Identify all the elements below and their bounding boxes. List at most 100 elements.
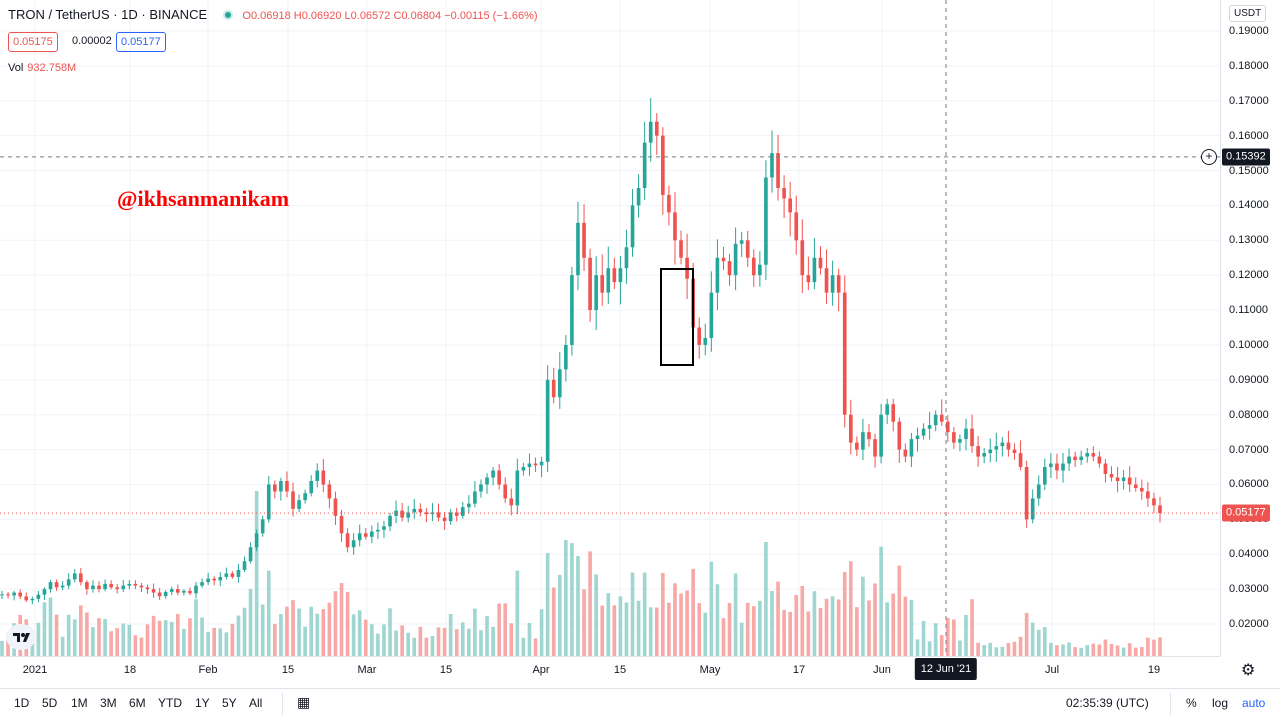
candle-body [194, 585, 198, 594]
volume-bar [351, 614, 356, 656]
candle-body [824, 268, 829, 293]
time-axis[interactable]: 2021 18 Feb 15 Mar 15 Apr 15 May 17 Jun Jul 19 [0, 656, 1220, 683]
volume-bar [485, 616, 489, 656]
candle-body [315, 470, 320, 481]
timeframe-all[interactable]: All [249, 696, 263, 710]
candle-body [1109, 474, 1114, 478]
timeframe-3m[interactable]: 3M [100, 696, 117, 710]
percent-toggle[interactable]: % [1186, 696, 1197, 710]
candle-body [800, 240, 805, 276]
bottom-toolbar: 1D 5D 1M 3M 6M YTD 1Y 5Y All ▦ 02:35:39 … [0, 688, 1280, 721]
candle-body [370, 531, 374, 537]
volume-bar [697, 603, 702, 656]
candlestick-chart[interactable] [0, 0, 1220, 656]
candle-body [933, 414, 938, 426]
price-tick-label: 0.11000 [1229, 304, 1268, 317]
timeframe-ytd[interactable]: YTD [158, 696, 182, 710]
volume-bar [169, 621, 174, 656]
candle-body [163, 591, 168, 597]
candle-body [218, 576, 223, 581]
volume-bar [109, 631, 113, 656]
crosshair-price-tag: 0.15392 [1222, 148, 1270, 166]
volume-bar [139, 637, 144, 656]
candle-body [309, 480, 314, 494]
candle-body [224, 573, 229, 577]
add-alert-plus-icon[interactable]: + [1201, 149, 1217, 165]
volume-bar [376, 633, 380, 656]
volume-bar [497, 603, 501, 656]
time-tick-label: Apr [532, 664, 550, 676]
volume-bar [964, 614, 968, 656]
volume-bar [188, 618, 192, 656]
volume-bar [861, 576, 865, 656]
candle-body [782, 187, 786, 199]
candle-body [1024, 467, 1029, 520]
volume-label: Vol [8, 62, 24, 74]
candle-body [594, 275, 598, 311]
timeframe-6m[interactable]: 6M [129, 696, 146, 710]
candle-body [357, 533, 362, 541]
candle-body [85, 582, 89, 590]
timeframe-1m[interactable]: 1M [71, 696, 88, 710]
bid-price-box[interactable]: 0.05175 [8, 32, 58, 52]
volume-bar [836, 599, 841, 656]
volume-bar [260, 604, 265, 656]
candle-body [794, 212, 799, 241]
price-tick-label: 0.09000 [1229, 373, 1269, 386]
candle-body [855, 442, 859, 450]
volume-legend: Vol 932.758M [8, 62, 76, 74]
currency-selector[interactable]: USDT [1229, 5, 1267, 22]
volume-bar [163, 620, 168, 656]
volume-bar [473, 608, 477, 656]
volume-bar [48, 597, 53, 656]
candle-body [527, 463, 532, 468]
price-tick-label: 0.08000 [1229, 408, 1269, 421]
candle-body [91, 585, 95, 590]
candle-body [157, 592, 162, 597]
candle-body [382, 526, 386, 530]
timeframe-5d[interactable]: 5D [42, 696, 58, 710]
candle-body [424, 512, 429, 515]
candle-body [988, 449, 993, 454]
volume-bar [1121, 647, 1126, 656]
volume-bar [557, 574, 562, 656]
candle-body [897, 421, 902, 450]
candle-body [266, 484, 271, 520]
candle-body [703, 337, 708, 345]
volume-bar [927, 641, 932, 656]
volume-bar [806, 611, 811, 656]
timeframe-1d[interactable]: 1D [14, 696, 30, 710]
volume-bar [715, 584, 720, 656]
candle-body [436, 512, 441, 518]
timeframe-1y[interactable]: 1Y [195, 696, 210, 710]
timeframe-5y[interactable]: 5Y [222, 696, 237, 710]
volume-bar [685, 590, 689, 656]
symbol-title[interactable]: TRON / TetherUS · 1D · BINANCE [8, 7, 208, 22]
log-toggle[interactable]: log [1212, 696, 1229, 710]
tradingview-logo-icon[interactable] [6, 624, 36, 650]
ask-price-box[interactable]: 0.05177 [116, 32, 166, 52]
candle-body [303, 493, 307, 501]
volume-bar [1152, 639, 1156, 656]
volume-bar [758, 600, 762, 656]
candle-body [42, 589, 47, 595]
volume-bar [703, 612, 708, 656]
volume-bar [588, 551, 592, 656]
candle-body [6, 594, 10, 596]
candle-body [1152, 498, 1156, 506]
volume-bar [764, 541, 768, 656]
last-price-tag: 0.05177 [1222, 504, 1270, 522]
utc-clock[interactable]: 02:35:39 (UTC) [1066, 696, 1149, 710]
candle-body [570, 275, 574, 345]
price-axis[interactable]: 0.19000 0.18000 0.17000 0.16000 0.15000 0.140… [1220, 0, 1280, 656]
time-tick-label: 2021 [22, 664, 48, 676]
volume-bar [661, 573, 665, 656]
candle-body [915, 435, 920, 440]
chart-settings-gear-icon[interactable]: ⚙ [1241, 662, 1256, 679]
volume-bar [1000, 646, 1005, 656]
auto-toggle[interactable]: auto [1242, 696, 1266, 710]
volume-bar [357, 610, 362, 656]
date-range-icon[interactable]: ▦ [297, 694, 311, 710]
volume-bar [1006, 643, 1011, 656]
volume-bar [315, 613, 320, 656]
